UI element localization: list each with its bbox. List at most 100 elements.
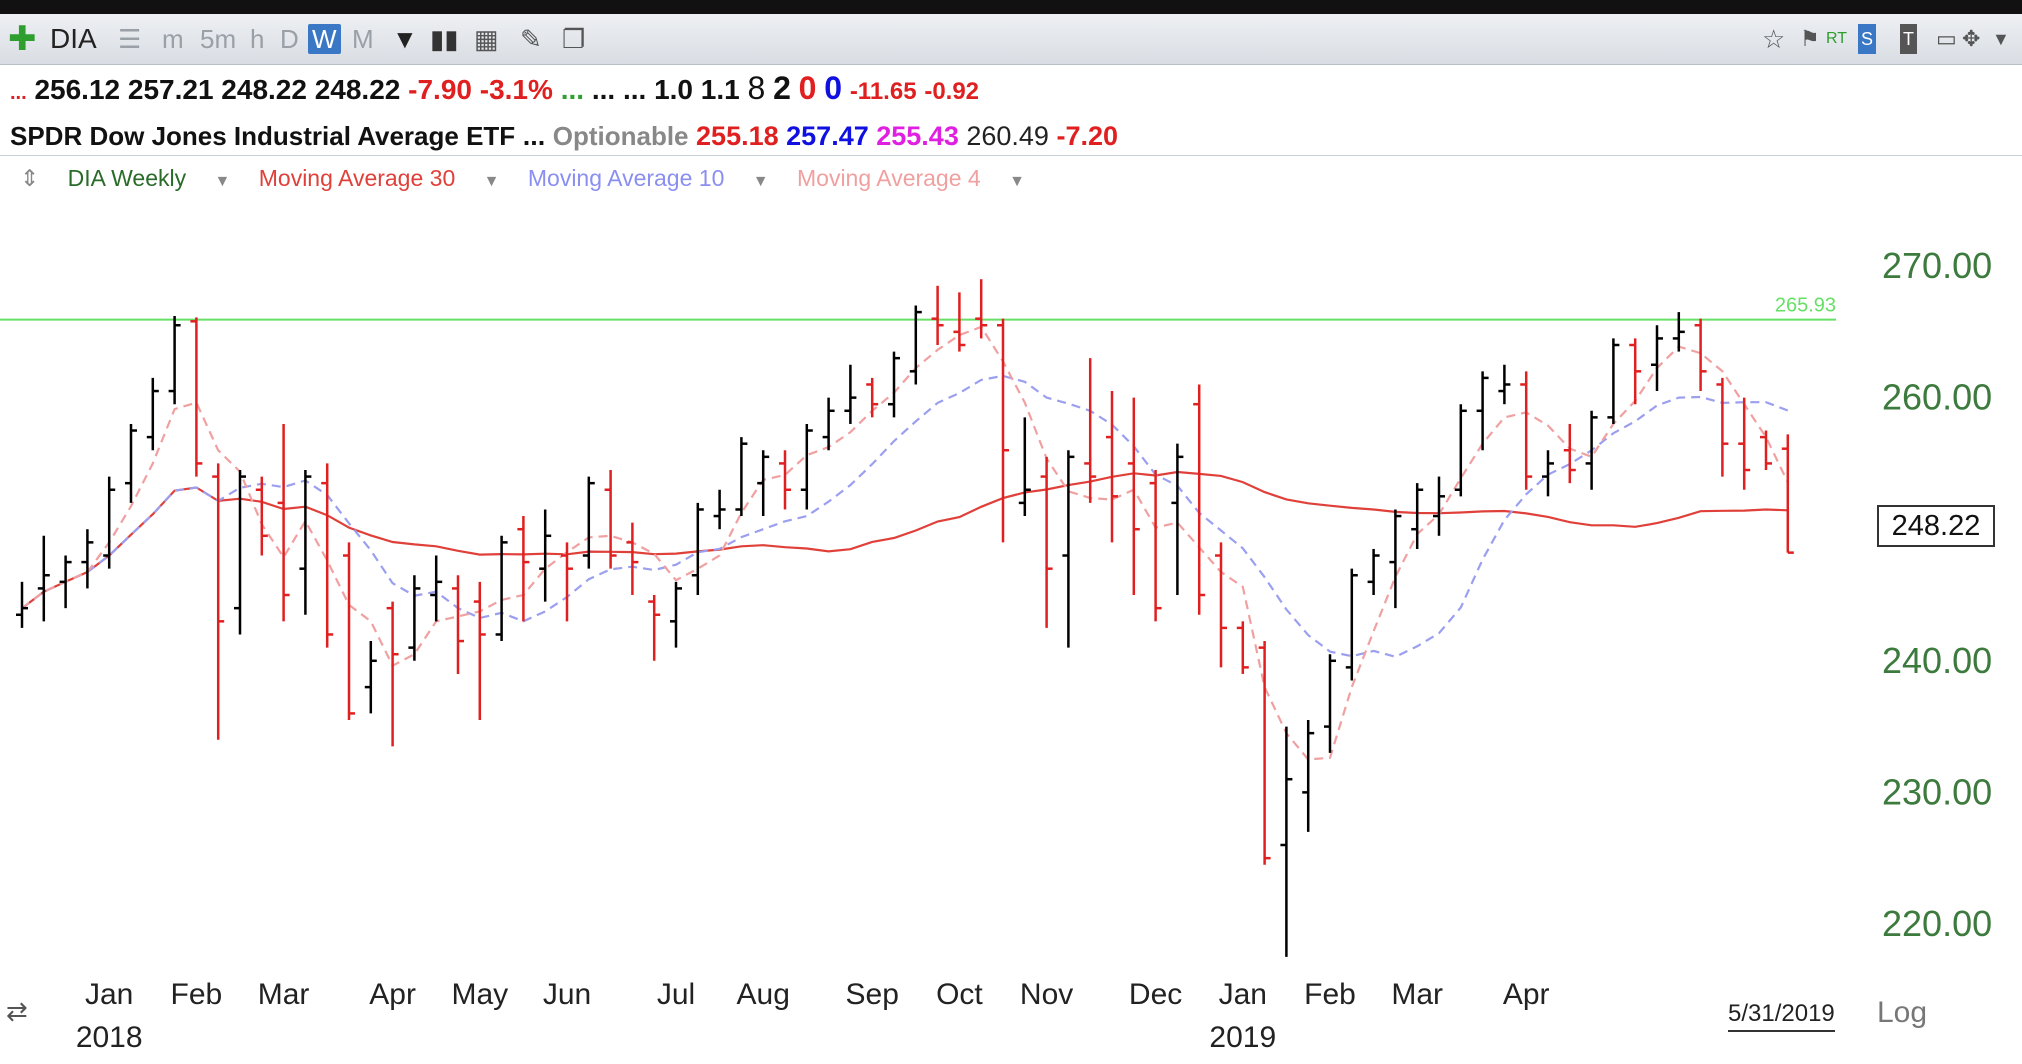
ohlc-bar bbox=[125, 423, 137, 503]
legend-ma30-caret-icon[interactable]: ▼ bbox=[483, 173, 500, 190]
ohlc-bar bbox=[1520, 371, 1533, 490]
x-month-label: Jun bbox=[543, 978, 591, 1011]
ohlc-bar bbox=[909, 305, 922, 385]
grid-icon[interactable]: ▦ bbox=[474, 24, 499, 54]
legend-ma10[interactable]: Moving Average 10 ▼ bbox=[528, 165, 769, 191]
ohlc-bar bbox=[1389, 509, 1402, 609]
draw-pencil-icon[interactable]: ✎ bbox=[520, 24, 542, 54]
menu-dropdown-icon[interactable]: ▼ bbox=[1992, 29, 2010, 49]
ohlc-bar bbox=[212, 463, 225, 740]
timeframe-5m[interactable]: 5m bbox=[200, 24, 237, 54]
x-month-label: Feb bbox=[1304, 978, 1356, 1011]
ohlc-bar bbox=[539, 509, 552, 602]
log-scale-toggle[interactable]: Log bbox=[1877, 996, 1928, 1029]
ohlc-bar bbox=[1280, 726, 1293, 957]
legend-ma4[interactable]: Moving Average 4 ▼ bbox=[797, 165, 1025, 191]
ohlc-bar bbox=[103, 476, 116, 569]
ohlc-bar bbox=[1149, 470, 1162, 622]
ohlc-bar bbox=[277, 423, 290, 622]
ohlc-bar bbox=[1672, 312, 1685, 352]
ohlc-bar bbox=[1694, 318, 1707, 392]
ohlc-bar bbox=[648, 595, 661, 661]
ohlc-bar bbox=[757, 450, 770, 517]
legend-main-series[interactable]: DIA Weekly ▼ bbox=[68, 165, 231, 191]
x-month-label: Apr bbox=[1503, 978, 1550, 1011]
x-month-label: Dec bbox=[1129, 978, 1182, 1011]
ohlc-bar bbox=[452, 575, 464, 674]
ohlc-bar bbox=[343, 542, 355, 720]
quote-change: -7.90 bbox=[408, 74, 472, 105]
ohlc-bar bbox=[1258, 641, 1271, 865]
sync-icon[interactable]: ⇄ bbox=[6, 996, 28, 1026]
x-month-label: Feb bbox=[171, 978, 223, 1011]
x-year-label: 2019 bbox=[1209, 1021, 1276, 1054]
list-icon[interactable]: ☰ bbox=[118, 24, 142, 54]
ohlc-bar bbox=[1193, 384, 1206, 615]
flag-icon[interactable]: ⚑ bbox=[1800, 26, 1820, 51]
quote-value-2: 1.1 bbox=[700, 74, 740, 105]
quote-row-ohlc: ... 256.12 257.21 248.22 248.22 -7.90 -3… bbox=[10, 68, 979, 108]
ohlc-bar bbox=[1585, 410, 1598, 490]
x-month-label: May bbox=[451, 978, 508, 1011]
rt-badge[interactable]: RT bbox=[1826, 30, 1848, 47]
ohlc-bar bbox=[1236, 621, 1249, 674]
ohlc-bar bbox=[1084, 358, 1097, 503]
chart-toolbar: ✚ DIA ☰ m 5m h D W M ▼ ▮▮ ▦ ✎ ❐ ☆ ⚑ RT S… bbox=[0, 14, 2022, 65]
timeframe-dropdown-icon[interactable]: ▼ bbox=[392, 24, 418, 54]
symbol-field[interactable]: DIA bbox=[50, 23, 97, 54]
timeframe-week[interactable]: W bbox=[308, 24, 341, 54]
ohlc-bar bbox=[779, 450, 791, 510]
detail-price-1: 255.18 bbox=[696, 121, 779, 151]
x-month-label: Sep bbox=[846, 978, 899, 1011]
ohlc-bar bbox=[430, 555, 443, 622]
legend-ma30[interactable]: Moving Average 30 ▼ bbox=[259, 165, 500, 191]
ohlc-bar bbox=[1215, 542, 1227, 668]
y-tick-label: 230.00 bbox=[1882, 771, 1992, 812]
ohlc-bar bbox=[888, 351, 900, 418]
ma30-line bbox=[21, 470, 1788, 610]
window-title-bar bbox=[0, 0, 2022, 14]
ohlc-bar bbox=[1651, 325, 1663, 392]
ohlc-bar bbox=[1629, 338, 1642, 405]
copy-icon[interactable]: ❐ bbox=[562, 24, 586, 54]
ohlc-bar bbox=[626, 522, 639, 595]
y-tick-label: 270.00 bbox=[1882, 245, 1992, 286]
timeframe-1m[interactable]: m bbox=[162, 24, 184, 54]
alert-line-label: 265.93 bbox=[1775, 295, 1836, 317]
ohlc-bar bbox=[81, 529, 94, 589]
ohlc-bar bbox=[168, 316, 181, 405]
ohlc-bar bbox=[975, 279, 988, 339]
legend-ma10-caret-icon[interactable]: ▼ bbox=[752, 173, 769, 190]
ohlc-bar bbox=[1411, 483, 1424, 549]
ohlc-bar bbox=[1171, 443, 1184, 595]
star-icon[interactable]: ☆ bbox=[1762, 24, 1786, 54]
timeframe-month[interactable]: M bbox=[352, 24, 374, 54]
chart-legend: ⇕ DIA Weekly ▼ Moving Average 30 ▼ Movin… bbox=[20, 162, 1047, 194]
header-divider bbox=[0, 155, 2022, 156]
add-plus-icon[interactable]: ✚ bbox=[8, 20, 37, 58]
move-icon[interactable]: ✥ bbox=[1962, 26, 1981, 51]
legend-ma4-caret-icon[interactable]: ▼ bbox=[1009, 173, 1025, 190]
quote-value-8: -0.92 bbox=[924, 78, 980, 105]
ohlc-bar bbox=[1454, 404, 1467, 497]
quote-value-1: 1.0 bbox=[654, 74, 693, 105]
window-icon[interactable]: ▭ bbox=[1936, 26, 1957, 51]
x-month-label: Jan bbox=[85, 978, 133, 1011]
y-tick-label: 220.00 bbox=[1882, 903, 1992, 944]
timeframe-hour[interactable]: h bbox=[250, 24, 265, 54]
ohlc-bar bbox=[1040, 456, 1053, 628]
t-button[interactable]: T bbox=[1900, 24, 1917, 54]
legend-main-caret-icon[interactable]: ▼ bbox=[214, 173, 231, 190]
legend-main-label: DIA Weekly bbox=[67, 165, 187, 191]
quote-dots-1: ... bbox=[591, 74, 616, 105]
s-button[interactable]: S bbox=[1858, 24, 1877, 54]
quote-row-details: SPDR Dow Jones Industrial Average ETF ..… bbox=[10, 116, 1118, 156]
ohlc-bar bbox=[561, 542, 573, 622]
bar-style-icon[interactable]: ▮▮ bbox=[430, 24, 459, 54]
timeframe-day[interactable]: D bbox=[280, 24, 299, 54]
quote-dots-2: ... bbox=[622, 74, 647, 105]
ohlc-bar bbox=[1106, 391, 1118, 543]
legend-drag-icon[interactable]: ⇕ bbox=[20, 165, 40, 191]
ohlc-bar bbox=[364, 641, 377, 714]
